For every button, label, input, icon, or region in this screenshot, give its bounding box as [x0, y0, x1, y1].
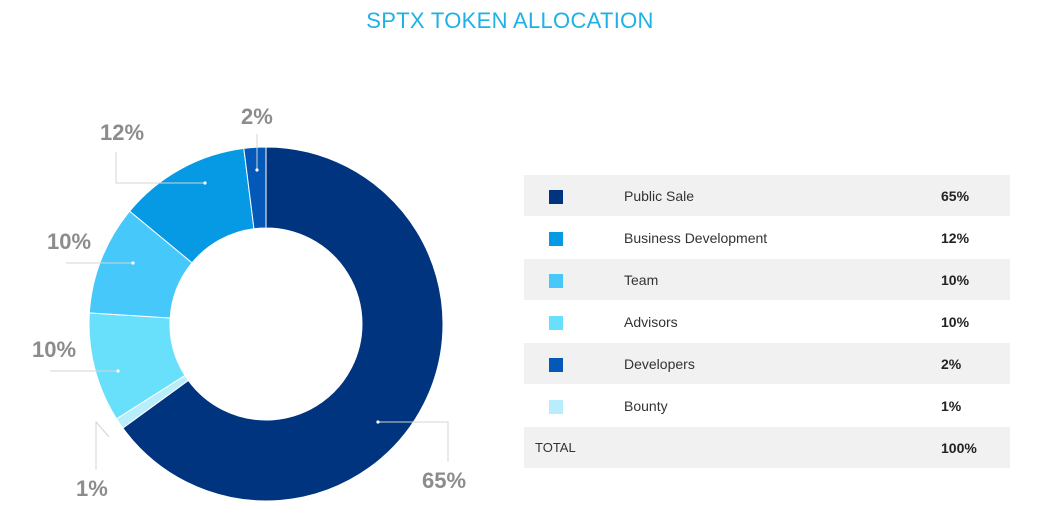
leader-line: [115, 152, 205, 184]
leader-dot: [255, 168, 259, 172]
legend-swatch-cell: [524, 384, 624, 427]
legend-row: Bounty 1%: [524, 384, 1010, 427]
legend-swatch: [549, 273, 563, 288]
legend-swatch-cell: [524, 258, 624, 301]
slice-public-sale[interactable]: [122, 146, 444, 502]
legend-name: Advisors: [624, 300, 941, 343]
legend-total-row: TOTAL 100%: [524, 426, 1010, 469]
legend-swatch-cell: [524, 175, 624, 217]
data-label: 10%: [47, 229, 91, 254]
total-label: TOTAL: [524, 426, 941, 469]
legend-value: 12%: [941, 216, 1010, 259]
data-label: 12%: [100, 120, 144, 145]
donut-chart: 65% 1% 10% 10% 12% 2%: [32, 104, 466, 502]
slice-developers[interactable]: [243, 146, 267, 230]
legend-value: 10%: [941, 300, 1010, 343]
legend-swatch: [549, 189, 563, 204]
leader-line: [378, 421, 449, 462]
data-label: 2%: [241, 104, 273, 129]
legend-row: Advisors 10%: [524, 300, 1010, 343]
data-label: 65%: [422, 468, 466, 493]
legend-name: Team: [624, 258, 941, 301]
legend-value: 1%: [941, 384, 1010, 427]
legend-name: Developers: [624, 342, 941, 385]
legend-name: Public Sale: [624, 175, 941, 217]
legend-row: Team 10%: [524, 258, 1010, 301]
legend-swatch: [549, 231, 563, 246]
legend-row: Developers 2%: [524, 342, 1010, 385]
leader-dot: [108, 436, 112, 440]
leader-dot: [376, 420, 380, 424]
legend-swatch-cell: [524, 342, 624, 385]
data-label: 1%: [76, 476, 108, 501]
leader-line: [95, 420, 111, 470]
legend-row: Business Development 12%: [524, 216, 1010, 259]
legend-name: Business Development: [624, 216, 941, 259]
leader-dot: [116, 369, 120, 373]
allocation-legend-table: Public Sale 65% Business Development 12% Tea…: [524, 175, 1010, 469]
legend-swatch: [549, 399, 563, 414]
legend-value: 10%: [941, 258, 1010, 301]
legend-value: 2%: [941, 342, 1010, 385]
data-label: 10%: [32, 337, 76, 362]
legend-swatch: [549, 357, 563, 372]
legend-row: Public Sale 65%: [524, 175, 1010, 217]
legend-value: 65%: [941, 175, 1010, 217]
legend-swatch-cell: [524, 300, 624, 343]
total-value: 100%: [941, 426, 1010, 469]
leader-dot: [131, 261, 135, 265]
legend-swatch-cell: [524, 216, 624, 259]
leader-dot: [203, 181, 207, 185]
legend-name: Bounty: [624, 384, 941, 427]
legend-swatch: [549, 315, 563, 330]
chart-title: SPTX TOKEN ALLOCATION: [366, 8, 654, 33]
